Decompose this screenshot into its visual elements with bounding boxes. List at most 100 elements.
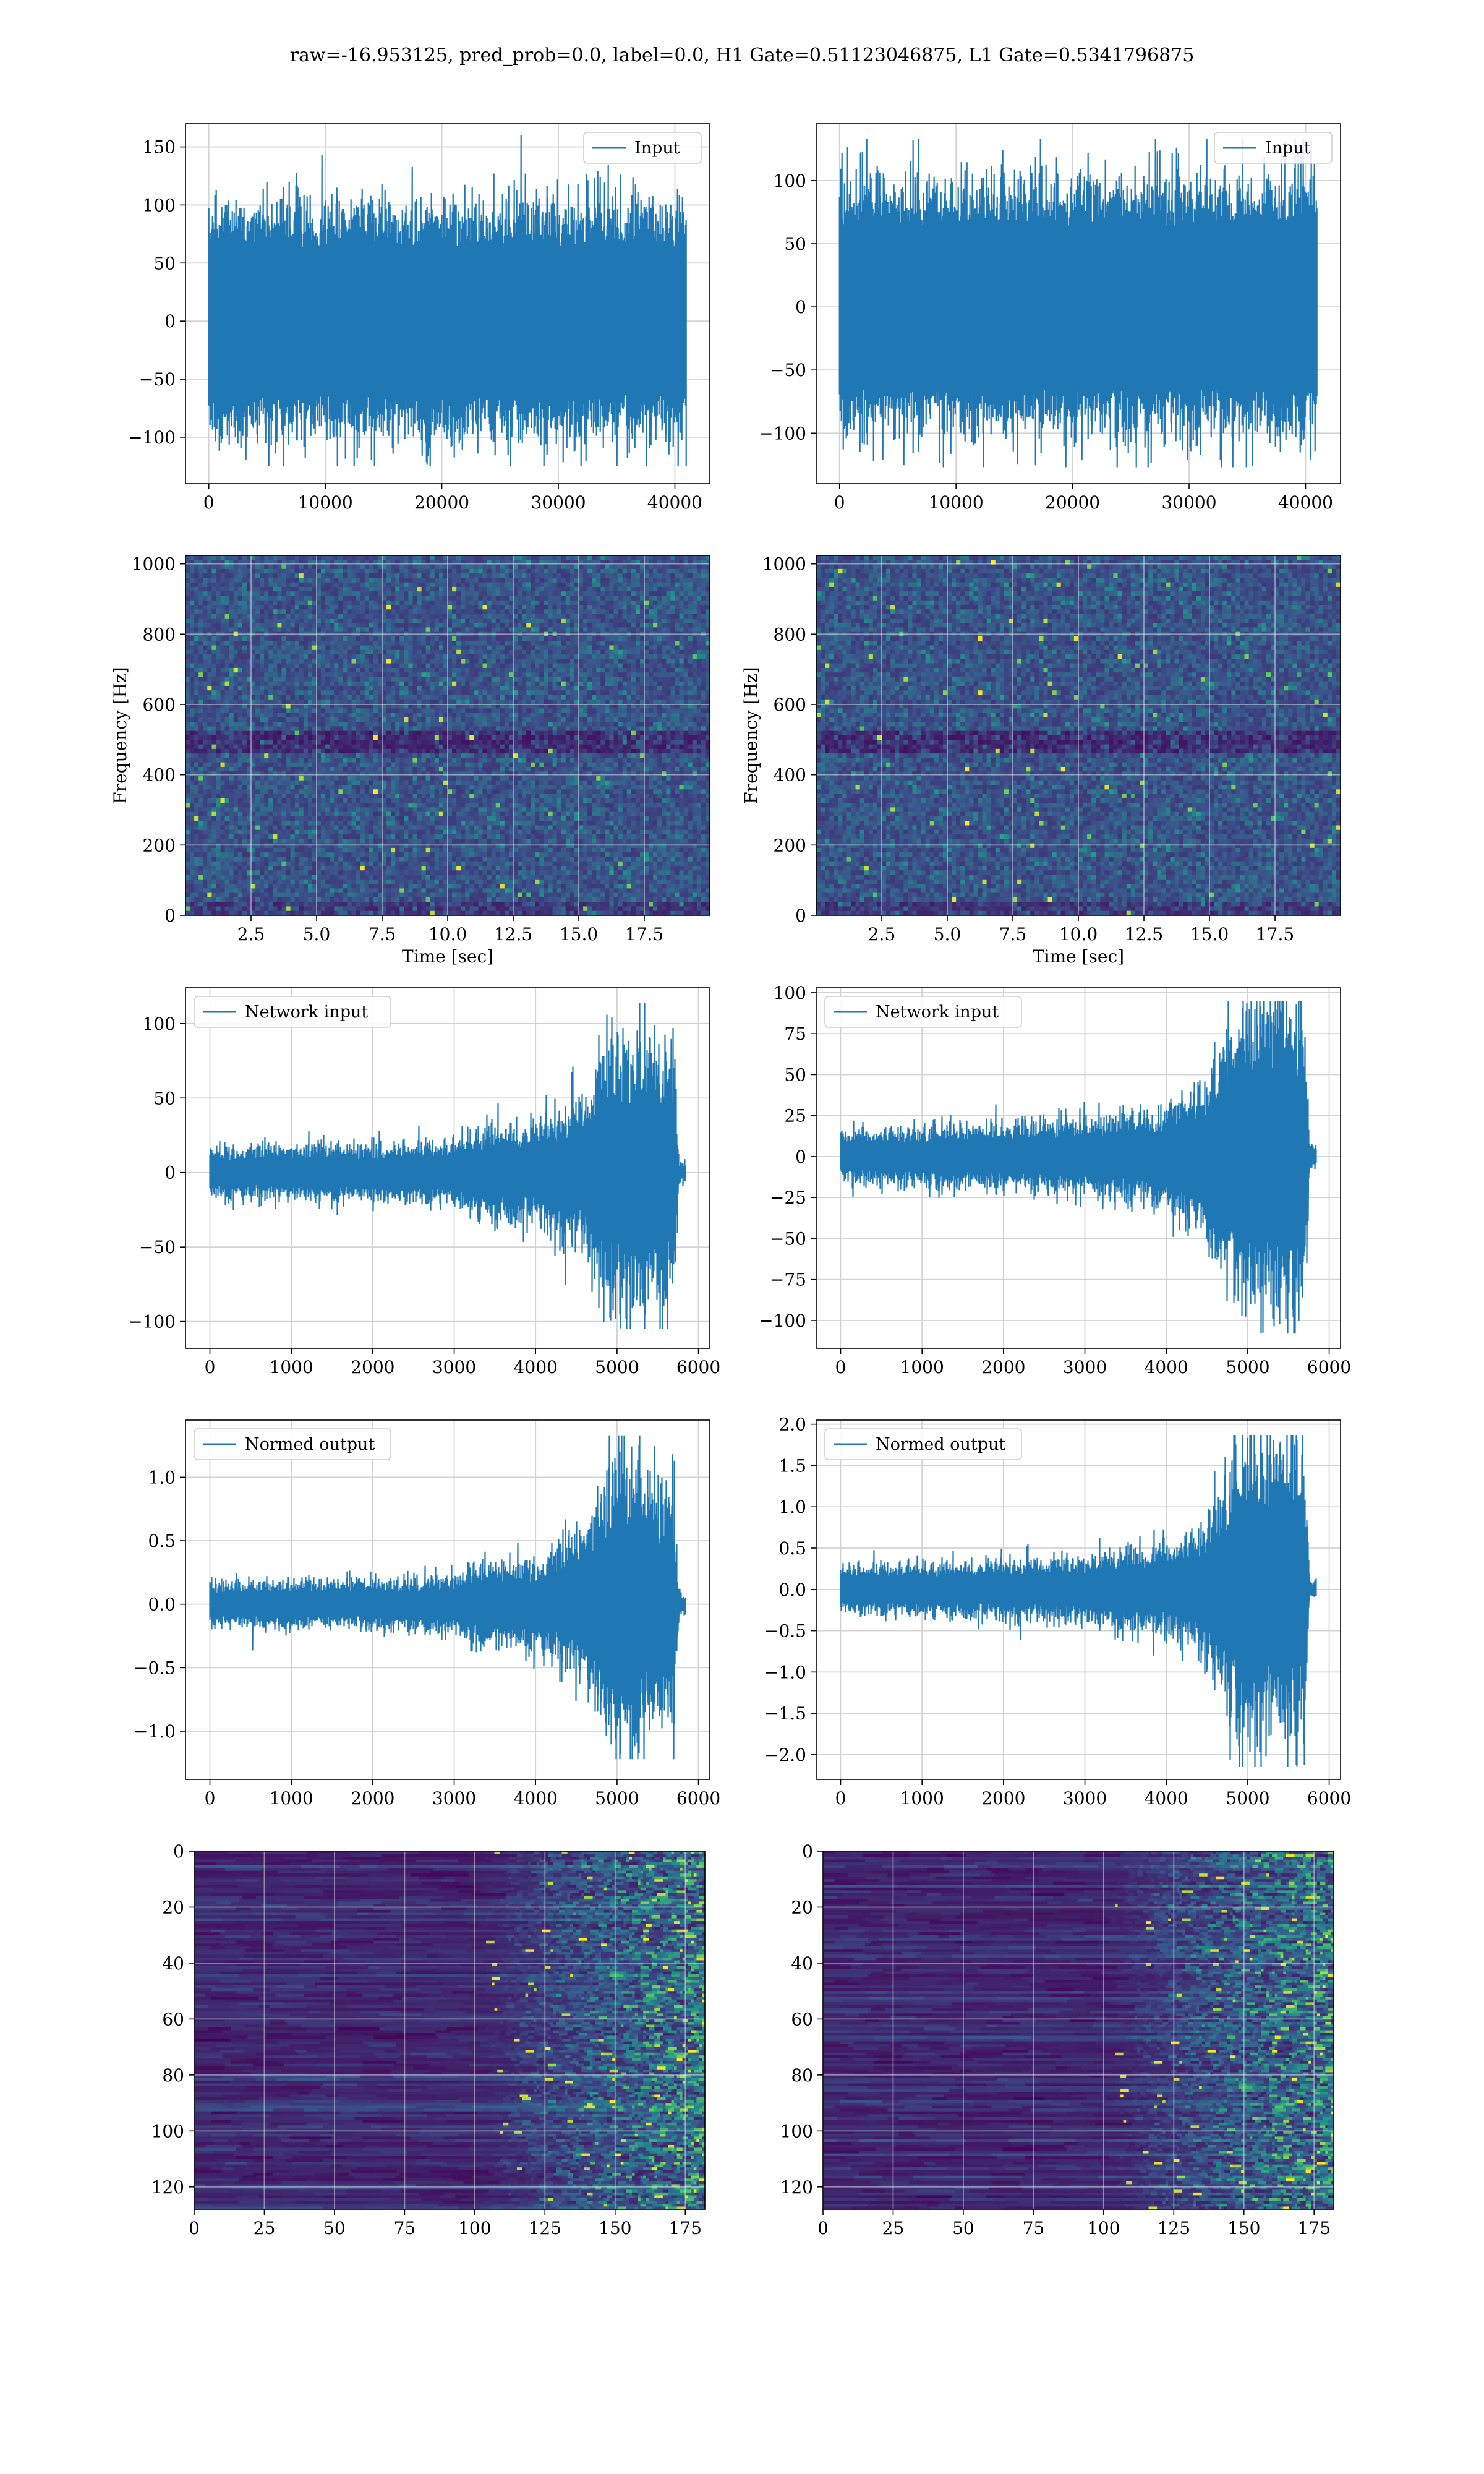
x-tick-label: 4000 — [514, 1357, 558, 1377]
x-tick-label: 125 — [529, 2218, 561, 2238]
y-tick-label: −1.0 — [134, 1721, 176, 1742]
y-tick-label: −50 — [770, 360, 806, 380]
y-tick-label: −100 — [759, 423, 806, 443]
x-tick-label: 0 — [834, 492, 845, 513]
y-tick-label: 200 — [143, 835, 176, 855]
x-tick-label: 0 — [205, 1357, 216, 1377]
x-tick-label: 5000 — [1226, 1357, 1269, 1377]
x-tick-label: 6000 — [676, 1357, 720, 1377]
x-tick-label: 30000 — [531, 492, 586, 513]
legend: Normed output — [825, 1429, 1021, 1460]
y-tick-label: 120 — [780, 2177, 813, 2198]
x-tick-label: 0 — [817, 2218, 829, 2238]
x-tick-label: 0 — [189, 2218, 200, 2238]
x-tick-label: 17.5 — [1256, 924, 1294, 944]
series-line — [210, 1003, 686, 1329]
y-axis-label: Frequency [Hz] — [741, 667, 761, 803]
x-tick-label: 3000 — [1063, 1357, 1107, 1377]
legend-label: Input — [1265, 139, 1311, 158]
x-tick-label: 1000 — [270, 1788, 313, 1808]
x-tick-label: 5000 — [1226, 1788, 1269, 1808]
x-tick-label: 0 — [835, 1357, 846, 1377]
y-tick-label: 50 — [784, 234, 806, 254]
x-tick-label: 5000 — [595, 1357, 639, 1377]
x-tick-label: 2000 — [351, 1357, 394, 1377]
y-tick-label: 100 — [774, 983, 806, 1003]
x-tick-label: 2000 — [981, 1788, 1025, 1808]
y-tick-label: 0.0 — [148, 1594, 176, 1615]
series-line — [209, 135, 686, 466]
y-axis-label: Frequency [Hz] — [110, 667, 130, 803]
y-tick-label: −50 — [139, 1237, 176, 1257]
heatmap-cells — [823, 1851, 1334, 2210]
x-tick-label: 50 — [952, 2218, 974, 2238]
y-tick-label: −2.0 — [764, 1745, 806, 1765]
x-tick-label: 7.5 — [999, 924, 1027, 944]
y-tick-label: 100 — [143, 195, 176, 215]
y-tick-label: 40 — [791, 1953, 813, 1974]
heatmap-cells — [194, 1851, 706, 2210]
x-tick-label: 12.5 — [494, 924, 532, 944]
y-tick-label: 600 — [143, 695, 176, 715]
y-tick-label: 120 — [151, 2177, 184, 2198]
x-tick-label: 2000 — [351, 1788, 394, 1808]
x-tick-label: 2000 — [981, 1357, 1025, 1377]
y-tick-label: 200 — [774, 835, 806, 855]
y-tick-label: 80 — [791, 2065, 813, 2086]
y-tick-label: 60 — [791, 2009, 813, 2029]
y-tick-label: 800 — [143, 624, 176, 644]
x-tick-label: 12.5 — [1125, 924, 1163, 944]
x-tick-label: 40000 — [1278, 492, 1333, 513]
x-tick-label: 20000 — [1045, 492, 1100, 513]
x-tick-label: 10000 — [929, 492, 984, 513]
legend: Network input — [194, 996, 391, 1027]
x-tick-label: 6000 — [1307, 1357, 1351, 1377]
legend-label: Normed output — [876, 1435, 1005, 1454]
y-tick-label: 0.5 — [148, 1531, 176, 1551]
y-tick-label: 0 — [164, 311, 176, 332]
y-tick-label: 100 — [143, 1014, 176, 1034]
x-tick-label: 17.5 — [625, 924, 663, 944]
x-tick-label: 125 — [1158, 2218, 1190, 2238]
x-tick-label: 6000 — [676, 1788, 720, 1808]
y-tick-label: 150 — [143, 137, 176, 158]
x-tick-label: 0 — [205, 1788, 216, 1808]
series-line — [841, 1001, 1316, 1333]
x-tick-label: 100 — [458, 2218, 491, 2238]
series-line — [841, 1435, 1316, 1767]
x-tick-label: 5000 — [595, 1788, 639, 1808]
x-tick-label: 50 — [323, 2218, 346, 2238]
y-tick-label: 0 — [795, 297, 806, 317]
x-tick-label: 2.5 — [868, 924, 896, 944]
x-tick-label: 7.5 — [369, 924, 396, 944]
y-tick-label: 0 — [795, 905, 806, 926]
y-tick-label: 40 — [162, 1953, 184, 1974]
y-tick-label: −100 — [128, 427, 176, 448]
x-tick-label: 4000 — [1145, 1357, 1188, 1377]
x-tick-label: 10.0 — [1059, 924, 1098, 944]
series-line — [840, 139, 1317, 468]
y-tick-label: 0 — [173, 1841, 184, 1862]
x-tick-label: 4000 — [1145, 1788, 1188, 1808]
y-tick-label: 0 — [164, 905, 176, 926]
x-tick-label: 2.5 — [237, 924, 265, 944]
y-tick-label: 20 — [162, 1897, 184, 1917]
x-tick-label: 1000 — [900, 1788, 944, 1808]
y-tick-label: −0.5 — [764, 1621, 806, 1641]
x-tick-label: 175 — [669, 2218, 702, 2238]
x-tick-label: 15.0 — [560, 924, 598, 944]
y-tick-label: −50 — [139, 369, 176, 390]
x-axis-label: Time [sec] — [1033, 946, 1124, 967]
y-tick-label: −0.5 — [134, 1658, 176, 1678]
x-tick-label: 1000 — [270, 1357, 313, 1377]
y-tick-label: 75 — [784, 1024, 806, 1044]
x-tick-label: 10.0 — [429, 924, 467, 944]
